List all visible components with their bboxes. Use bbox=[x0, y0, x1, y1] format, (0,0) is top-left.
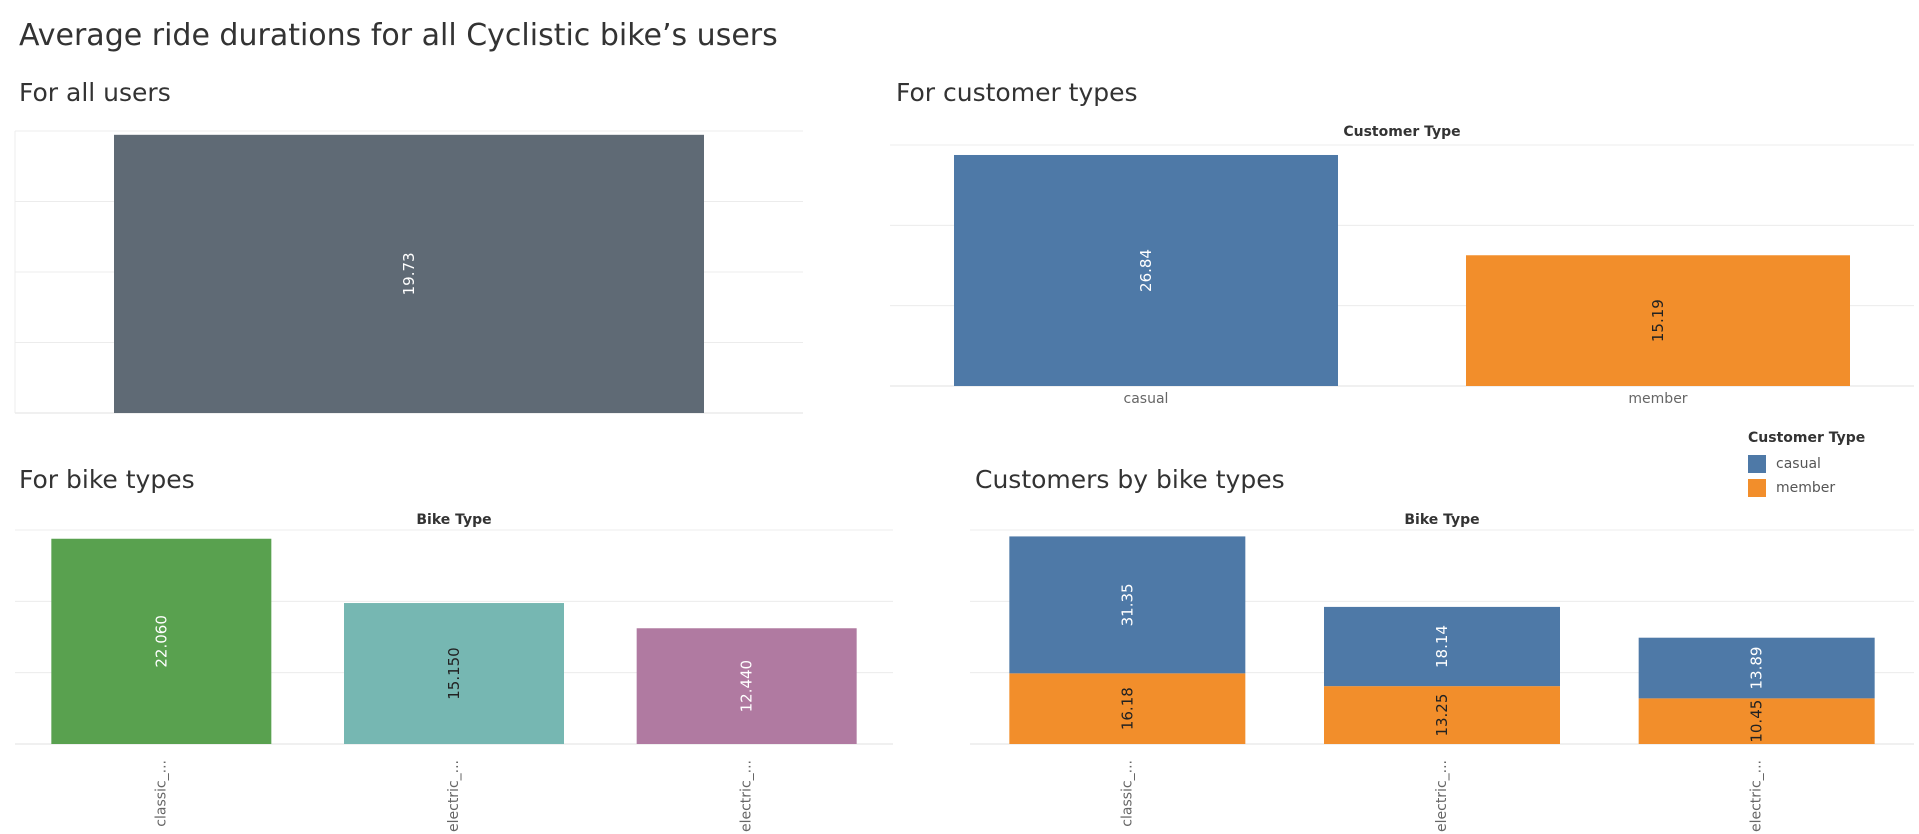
panel-title-customer-types: For customer types bbox=[896, 78, 1138, 107]
bar-label-member-0: 16.18 bbox=[1118, 687, 1136, 730]
bar-member-1 bbox=[1324, 686, 1560, 744]
bar-label-member-1: 13.25 bbox=[1433, 694, 1451, 737]
chart-2-bar-label-1: 15.150 bbox=[445, 647, 463, 700]
bar-member-0 bbox=[1009, 673, 1246, 744]
legend-label-casual: casual bbox=[1776, 456, 1821, 472]
legend-swatch-casual bbox=[1748, 455, 1766, 473]
chart-2-bar-label-0: 22.060 bbox=[152, 615, 170, 668]
bar-label-member-2: 10.45 bbox=[1748, 700, 1766, 743]
chart-1-tick-label-1: member bbox=[1628, 391, 1687, 407]
bar-casual-1 bbox=[1324, 606, 1560, 687]
chart-1-bar-0 bbox=[954, 154, 1338, 386]
panel-title-bike-types: For bike types bbox=[19, 465, 195, 494]
panel-title-all-users: For all users bbox=[19, 78, 171, 107]
chart-1-tick-label-0: casual bbox=[1124, 391, 1169, 407]
legend-item-member[interactable]: member bbox=[1748, 476, 1865, 500]
legend-item-casual[interactable]: casual bbox=[1748, 452, 1865, 476]
panel-title-customers-by-bike: Customers by bike types bbox=[975, 465, 1285, 494]
bar-label-casual-2: 13.89 bbox=[1748, 647, 1766, 690]
chart-3-tick-label-2: electric_... bbox=[1749, 760, 1765, 832]
customer-type-legend: Customer Type casual member bbox=[1748, 430, 1865, 500]
chart-2-bar-2 bbox=[636, 628, 857, 744]
chart-0-bar-label-0: 19.73 bbox=[400, 252, 418, 295]
chart-3-tick-label-0: classic_... bbox=[1119, 760, 1135, 827]
chart-2-bar-0 bbox=[51, 538, 272, 744]
chart-1-bar-1 bbox=[1466, 255, 1850, 386]
chart-2-tick-label-2: electric_... bbox=[739, 760, 755, 832]
dashboard-title: Average ride durations for all Cyclistic… bbox=[19, 18, 778, 53]
chart-0-bar-0 bbox=[114, 134, 704, 413]
bar-casual-0 bbox=[1009, 536, 1246, 674]
bar-member-2 bbox=[1638, 698, 1875, 744]
chart-2-bar-label-2: 12.440 bbox=[738, 660, 756, 713]
legend-swatch-member bbox=[1748, 479, 1766, 497]
chart-1-column-header: Customer Type bbox=[1343, 124, 1460, 140]
chart-3-tick-label-1: electric_... bbox=[1434, 760, 1450, 832]
bar-casual-2 bbox=[1638, 637, 1875, 699]
chart-2-bar-1 bbox=[344, 603, 564, 744]
chart-2-tick-label-1: electric_... bbox=[446, 760, 462, 832]
chart-2-tick-label-0: classic_... bbox=[153, 760, 169, 827]
chart-2-column-header: Bike Type bbox=[416, 512, 491, 528]
chart-1-bar-label-1: 15.19 bbox=[1649, 299, 1667, 342]
legend-title: Customer Type bbox=[1748, 430, 1866, 446]
bar-label-casual-1: 18.14 bbox=[1433, 625, 1451, 668]
chart-3-column-header: Bike Type bbox=[1404, 512, 1479, 528]
bar-label-casual-0: 31.35 bbox=[1118, 583, 1136, 626]
legend-label-member: member bbox=[1776, 480, 1836, 496]
chart-1-bar-label-0: 26.84 bbox=[1137, 249, 1155, 292]
